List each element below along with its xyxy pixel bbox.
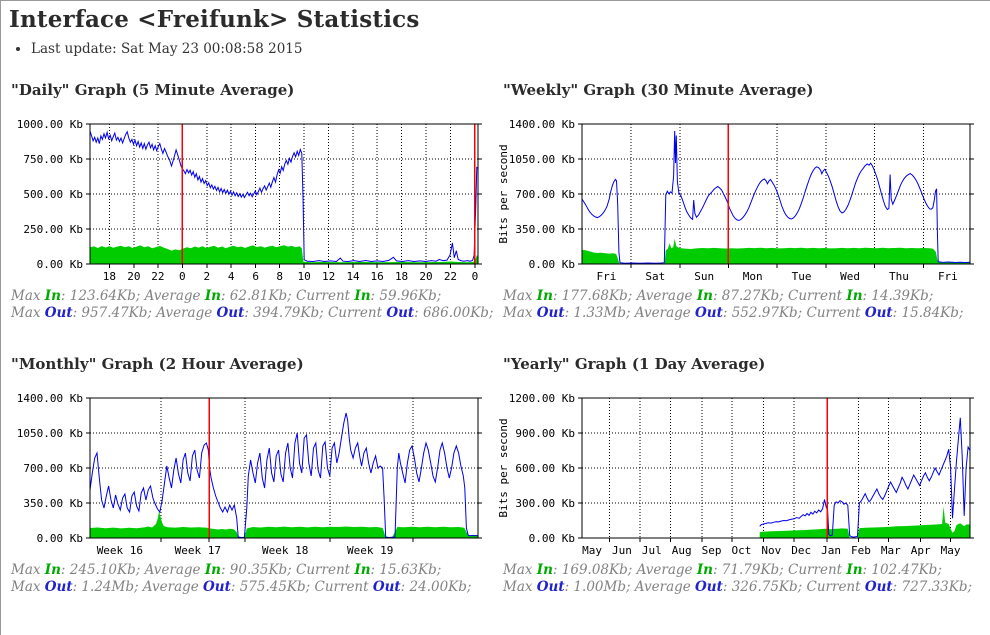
svg-text:Apr: Apr [911,544,931,557]
svg-text:1000.00 Kb: 1000.00 Kb [17,118,83,131]
svg-text:Fri: Fri [938,270,958,283]
svg-text:Oct: Oct [732,544,752,557]
svg-text:4: 4 [228,270,235,283]
svg-text:700.00 Kb: 700.00 Kb [515,188,575,201]
svg-text:600.00 Kb: 600.00 Kb [515,462,575,475]
daily-graph-svg: 0.00 Kb 250.00 Kb 500.00 Kb 750.00 Kb 1000.0… [5,115,489,287]
svg-text:0: 0 [179,270,186,283]
svg-text:18: 18 [395,270,408,283]
svg-text:0.00 Kb: 0.00 Kb [529,258,575,271]
svg-text:1050.00 Kb: 1050.00 Kb [17,427,83,440]
yearly-graph-title: "Yearly" Graph (1 Day Average) [503,355,766,373]
svg-text:0.00 Kb: 0.00 Kb [37,532,83,545]
svg-text:16: 16 [370,270,383,283]
monthly-stats-out: Max Out: 1.24Mb; Average Out: 575.45Kb; … [11,579,472,595]
svg-text:Week 18: Week 18 [262,544,308,557]
svg-text:Mar: Mar [881,544,901,557]
mrtg-page: Interface <Freifunk> Statistics Last upd… [1,6,990,595]
svg-text:Dec: Dec [791,544,811,557]
svg-text:12: 12 [322,270,335,283]
svg-text:0.00 Kb: 0.00 Kb [529,532,575,545]
monthly-graph-image: 0.00 Kb 350.00 Kb 700.00 Kb 1050.00 Kb 1400.… [5,389,497,561]
svg-text:0: 0 [472,270,479,283]
svg-text:18: 18 [103,270,116,283]
weekly-graph-title: "Weekly" Graph (30 Minute Average) [503,81,814,99]
svg-text:10: 10 [298,270,311,283]
svg-text:Bits per second: Bits per second [497,144,510,243]
yearly-stats-out: Max Out: 1.00Mb; Average Out: 326.75Kb; … [503,579,973,595]
svg-text:1400.00 Kb: 1400.00 Kb [509,118,575,131]
weekly-stats-in: Max In: 177.68Kb; Average In: 87.27Kb; C… [503,288,934,304]
last-update-text: Last update: Sat May 23 00:08:58 2015 [31,41,990,57]
svg-text:2: 2 [203,270,210,283]
weekly-graph-section: "Weekly" Graph (30 Minute Average) 0.00 … [497,77,989,321]
svg-text:250.00 Kb: 250.00 Kb [23,223,83,236]
svg-text:Bits per second: Bits per second [497,418,510,517]
svg-text:22: 22 [444,270,457,283]
svg-text:20: 20 [127,270,140,283]
svg-text:350.00 Kb: 350.00 Kb [515,223,575,236]
daily-stats-in: Max In: 123.64Kb; Average In: 62.81Kb; C… [11,288,442,304]
svg-text:300.00 Kb: 300.00 Kb [515,497,575,510]
svg-text:Tue: Tue [792,270,812,283]
daily-graph-title: "Daily" Graph (5 Minute Average) [11,81,295,99]
svg-text:20: 20 [419,270,432,283]
svg-text:Week 19: Week 19 [347,544,393,557]
svg-text:900.00 Kb: 900.00 Kb [515,427,575,440]
svg-text:Fri: Fri [597,270,617,283]
svg-text:350.00 Kb: 350.00 Kb [23,497,83,510]
charts-grid: "Daily" Graph (5 Minute Average) 0.00 Kb… [5,77,990,595]
svg-text:Jan: Jan [821,544,841,557]
svg-text:8: 8 [276,270,283,283]
svg-text:Jul: Jul [642,544,662,557]
svg-text:750.00 Kb: 750.00 Kb [23,153,83,166]
svg-text:Mon: Mon [743,270,763,283]
svg-text:May: May [941,544,961,557]
svg-text:22: 22 [151,270,164,283]
svg-text:Nov: Nov [761,544,781,557]
weekly-stats-out: Max Out: 1.33Mb; Average Out: 552.97Kb; … [503,305,964,321]
svg-text:Feb: Feb [851,544,871,557]
yearly-stats-in: Max In: 169.08Kb; Average In: 71.79Kb; C… [503,562,942,578]
yearly-graph-image: 0.00 Kb 300.00 Kb 600.00 Kb 900.00 Kb 1200.0… [497,389,989,561]
svg-text:1200.00 Kb: 1200.00 Kb [509,392,575,405]
page-title: Interface <Freifunk> Statistics [9,6,420,33]
svg-text:Sep: Sep [702,544,722,557]
weekly-graph-image: 0.00 Kb 350.00 Kb 700.00 Kb 1050.00 Kb 1400.… [497,115,989,287]
svg-text:Sat: Sat [645,270,665,283]
daily-graph-image: 0.00 Kb 250.00 Kb 500.00 Kb 750.00 Kb 1000.0… [5,115,497,287]
svg-text:Jun: Jun [612,544,632,557]
svg-text:500.00 Kb: 500.00 Kb [23,188,83,201]
monthly-stats-in: Max In: 245.10Kb; Average In: 90.35Kb; C… [11,562,442,578]
svg-text:Aug: Aug [672,544,692,557]
svg-text:Thu: Thu [889,270,909,283]
svg-text:Week 17: Week 17 [175,544,221,557]
svg-text:1400.00 Kb: 1400.00 Kb [17,392,83,405]
weekly-graph-svg: 0.00 Kb 350.00 Kb 700.00 Kb 1050.00 Kb 1400.… [497,115,981,287]
monthly-graph-section: "Monthly" Graph (2 Hour Average) 0.00 Kb… [5,321,497,595]
svg-text:700.00 Kb: 700.00 Kb [23,462,83,475]
svg-text:Sun: Sun [694,270,714,283]
svg-text:0.00 Kb: 0.00 Kb [37,258,83,271]
yearly-graph-svg: 0.00 Kb 300.00 Kb 600.00 Kb 900.00 Kb 1200.0… [497,389,981,561]
update-list: Last update: Sat May 23 00:08:58 2015 [31,41,990,57]
svg-text:6: 6 [252,270,259,283]
svg-text:1050.00 Kb: 1050.00 Kb [509,153,575,166]
daily-stats-out: Max Out: 957.47Kb; Average Out: 394.79Kb… [11,305,494,321]
monthly-graph-title: "Monthly" Graph (2 Hour Average) [11,355,304,373]
daily-graph-section: "Daily" Graph (5 Minute Average) 0.00 Kb… [5,77,497,321]
yearly-graph-section: "Yearly" Graph (1 Day Average) 0.00 Kb 30… [497,321,989,595]
svg-text:Wed: Wed [840,270,860,283]
svg-text:May: May [582,544,602,557]
svg-text:14: 14 [346,270,360,283]
monthly-graph-svg: 0.00 Kb 350.00 Kb 700.00 Kb 1050.00 Kb 1400.… [5,389,489,561]
svg-text:Week 16: Week 16 [97,544,143,557]
